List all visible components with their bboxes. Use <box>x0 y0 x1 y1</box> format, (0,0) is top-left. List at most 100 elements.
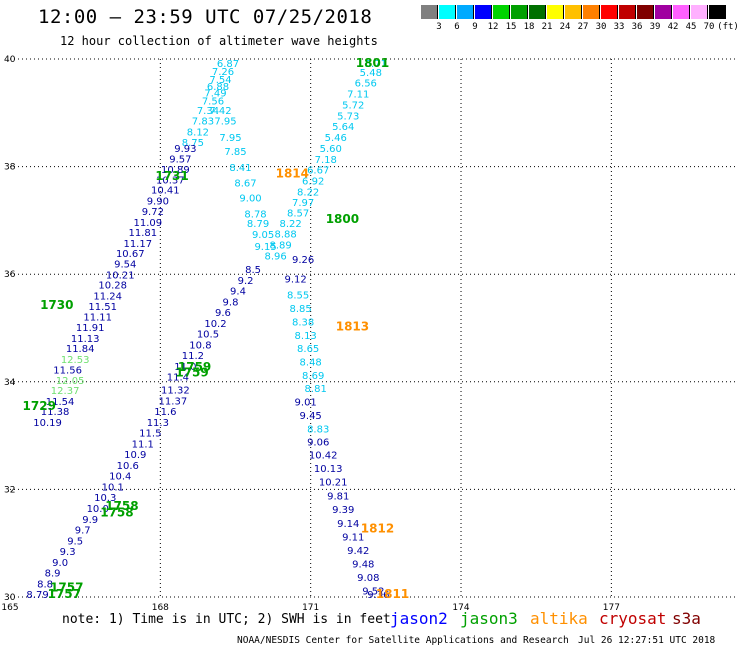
wave-height-value: 11.51 <box>88 302 117 313</box>
y-tick-label: 36 <box>4 270 16 280</box>
wave-height-value: 5.64 <box>332 122 354 133</box>
legend-swatch <box>583 5 600 19</box>
wave-height-value: 9.8 <box>223 297 239 308</box>
wave-height-value: 7.18 <box>315 155 337 166</box>
wave-height-value: 5.73 <box>337 111 359 122</box>
wave-height-value: 6.88 <box>207 82 229 93</box>
wave-height-value: 6.67 <box>307 166 329 177</box>
wave-height-value: 9.2 <box>238 276 254 287</box>
wave-height-value: 8.89 <box>269 240 291 251</box>
legend-tick-label: 12 <box>487 22 499 32</box>
wave-height-value: 11.84 <box>66 344 95 355</box>
wave-height-value: 11.32 <box>161 386 190 397</box>
wave-height-value: 8.75 <box>182 138 204 149</box>
chart-title: 12:00 — 23:59 UTC 07/25/2018 <box>38 6 373 28</box>
wave-height-value: 7.42 <box>209 106 231 117</box>
chart-subtitle: 12 hour collection of altimeter wave hei… <box>60 34 378 48</box>
wave-height-value: 10.89 <box>161 165 190 176</box>
wave-height-value: 8.78 <box>244 210 266 221</box>
wave-height-value: 10.67 <box>116 249 145 260</box>
wave-height-value: 8.48 <box>300 358 322 369</box>
footer-note: note: 1) Time is in UTC; 2) SWH is in fe… <box>62 612 391 627</box>
satellite-label-altika: altika <box>530 609 588 628</box>
y-tick-label: 32 <box>4 485 15 495</box>
wave-height-value: 8.88 <box>274 230 296 241</box>
x-tick-label: 174 <box>452 603 469 613</box>
wave-height-value: 8.79 <box>247 219 269 230</box>
wave-height-value: 8.81 <box>305 384 327 395</box>
pass-time-label: 1811 <box>376 587 409 601</box>
legend-swatch <box>619 5 636 19</box>
wave-height-value: 9.7 <box>75 526 91 537</box>
wave-height-value: 10.3 <box>94 493 116 504</box>
pass-time-label: 1758 <box>105 499 138 513</box>
wave-height-value: 10.0 <box>87 504 109 515</box>
wave-height-value: 12.53 <box>61 355 90 366</box>
wave-height-value: 8.85 <box>290 304 312 315</box>
wave-height-value: 9.93 <box>174 144 196 155</box>
legend-tick-label: 39 <box>649 22 661 32</box>
wave-height-value: 9.39 <box>332 505 354 516</box>
wave-height-value: 9.9 <box>82 515 98 526</box>
wave-height-value: 9.54 <box>114 260 136 271</box>
wave-height-value: 10.28 <box>98 281 127 292</box>
wave-height-value: 10.5 <box>197 330 219 341</box>
wave-height-value: 11.3 <box>147 418 169 429</box>
pass-time-label: 1759 <box>178 360 211 374</box>
pass-time-label: 1757 <box>48 587 81 601</box>
wave-height-value: 10.8 <box>189 340 211 351</box>
wave-height-value: 9.6 <box>215 308 231 319</box>
wave-height-value: 9.72 <box>142 207 164 218</box>
wave-height-value: 5.72 <box>342 100 364 111</box>
wave-height-value: 8.8 <box>37 579 53 590</box>
wave-height-value: 5.46 <box>325 133 347 144</box>
wave-height-value: 11.13 <box>71 334 100 345</box>
legend-tick-label: 18 <box>523 22 535 32</box>
wave-height-value: 9.14 <box>337 519 359 530</box>
legend-swatch <box>673 5 690 19</box>
y-tick-label: 34 <box>4 378 16 388</box>
wave-height-value: 10.2 <box>204 319 226 330</box>
legend-tick-label: 24 <box>559 22 571 32</box>
wave-height-value: 8.69 <box>302 371 324 382</box>
wave-height-value: 10.21 <box>106 271 135 282</box>
wave-height-value: 11.56 <box>53 366 82 377</box>
pass-time-label: 1729 <box>23 399 56 413</box>
wave-height-value: 10.42 <box>309 451 338 462</box>
legend-tick-label: 36 <box>631 22 643 32</box>
wave-height-value: 7.26 <box>212 67 234 78</box>
wave-height-value: 9.11 <box>342 533 364 544</box>
y-tick-label: 38 <box>4 163 16 173</box>
wave-height-value: 11.81 <box>128 228 157 239</box>
wave-height-value: 6.56 <box>355 78 377 89</box>
wave-height-value: 9.00 <box>239 194 261 205</box>
wave-height-value: 9.45 <box>300 411 322 422</box>
wave-height-value: 11.09 <box>133 218 162 229</box>
wave-height-value: 7.95 <box>214 117 236 128</box>
wave-height-value: 5.71 <box>365 59 387 70</box>
wave-height-value: 8.65 <box>297 344 319 355</box>
wave-height-value: 9.57 <box>169 154 191 165</box>
wave-height-value: 11.2 <box>182 351 204 362</box>
legend-tick-label: 42 <box>667 22 679 32</box>
legend-swatch <box>565 5 582 19</box>
wave-height-value: 9.08 <box>357 573 379 584</box>
legend-tick-label: 33 <box>613 22 625 32</box>
wave-height-value: 9.15 <box>254 242 276 253</box>
wave-height-value: 6.87 <box>217 59 239 70</box>
wave-height-value: 11.6 <box>154 407 176 418</box>
pass-time-label: 1731 <box>155 169 188 183</box>
legend-swatch <box>493 5 510 19</box>
wave-height-value: 9.36 <box>367 590 389 601</box>
wave-height-value: 9.81 <box>327 492 349 503</box>
satellite-label-cryosat: cryosat <box>599 609 667 628</box>
wave-height-value: 8.96 <box>264 252 286 263</box>
wave-height-value: 11.37 <box>159 396 188 407</box>
wave-height-value: 10.19 <box>33 418 62 429</box>
legend-swatch <box>637 5 654 19</box>
wave-height-value: 11.54 <box>46 397 75 408</box>
wave-height-value: 10.37 <box>156 175 185 186</box>
legend-tick-label: 15 <box>505 22 517 32</box>
satellite-label-jason2: jason2 <box>390 609 448 628</box>
legend-swatch <box>475 5 492 19</box>
